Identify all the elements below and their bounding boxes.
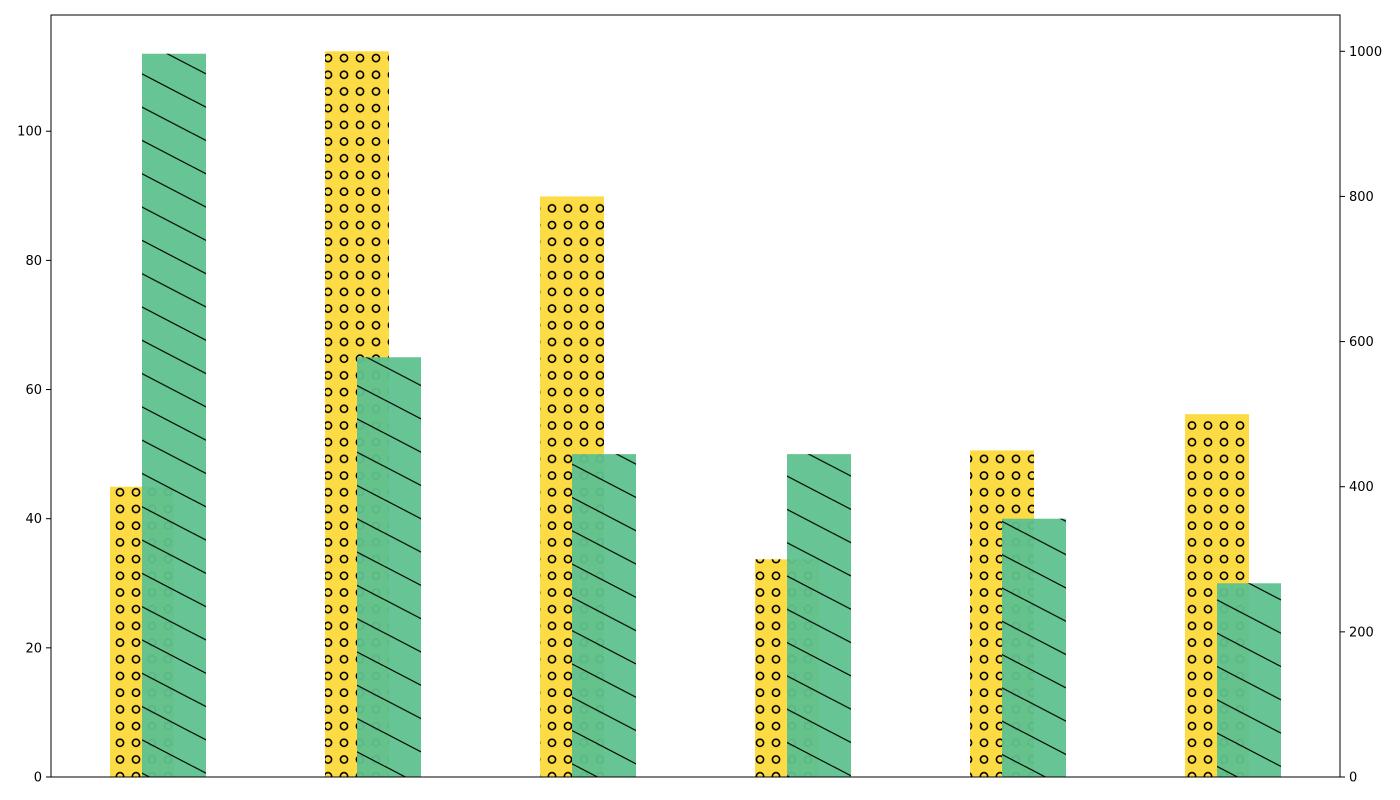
left-axis-tick-label: 40 bbox=[25, 512, 42, 527]
right-axis-tick-label: 200 bbox=[1349, 625, 1374, 640]
left-axis-tick-label: 60 bbox=[25, 383, 42, 398]
left-axis-tick-label: 80 bbox=[25, 254, 42, 269]
right-axis-tick-label: 400 bbox=[1349, 480, 1374, 495]
bar-series2-4 bbox=[787, 454, 851, 777]
right-axis-tick-label: 0 bbox=[1349, 771, 1357, 786]
plot-area-frame bbox=[50, 14, 1341, 778]
bar-series2-2 bbox=[357, 357, 421, 777]
left-y-axis: 0 20 40 60 80 100 bbox=[17, 125, 51, 786]
bars-layer bbox=[110, 51, 1281, 778]
right-axis-tick-label: 800 bbox=[1349, 190, 1374, 205]
left-axis-tick-label: 0 bbox=[34, 771, 42, 786]
bar-series2-6 bbox=[1217, 583, 1281, 777]
left-axis-tick-label: 100 bbox=[17, 125, 42, 140]
left-axis-tick-label: 20 bbox=[25, 641, 42, 656]
bar-series2-5 bbox=[1002, 518, 1066, 777]
bar-series2-3 bbox=[572, 454, 636, 777]
right-y-axis: 0 200 400 600 800 1000 bbox=[1340, 45, 1382, 786]
right-axis-tick-label: 600 bbox=[1349, 335, 1374, 350]
bar-series2-1 bbox=[142, 53, 206, 777]
right-axis-tick-label: 1000 bbox=[1349, 45, 1382, 60]
